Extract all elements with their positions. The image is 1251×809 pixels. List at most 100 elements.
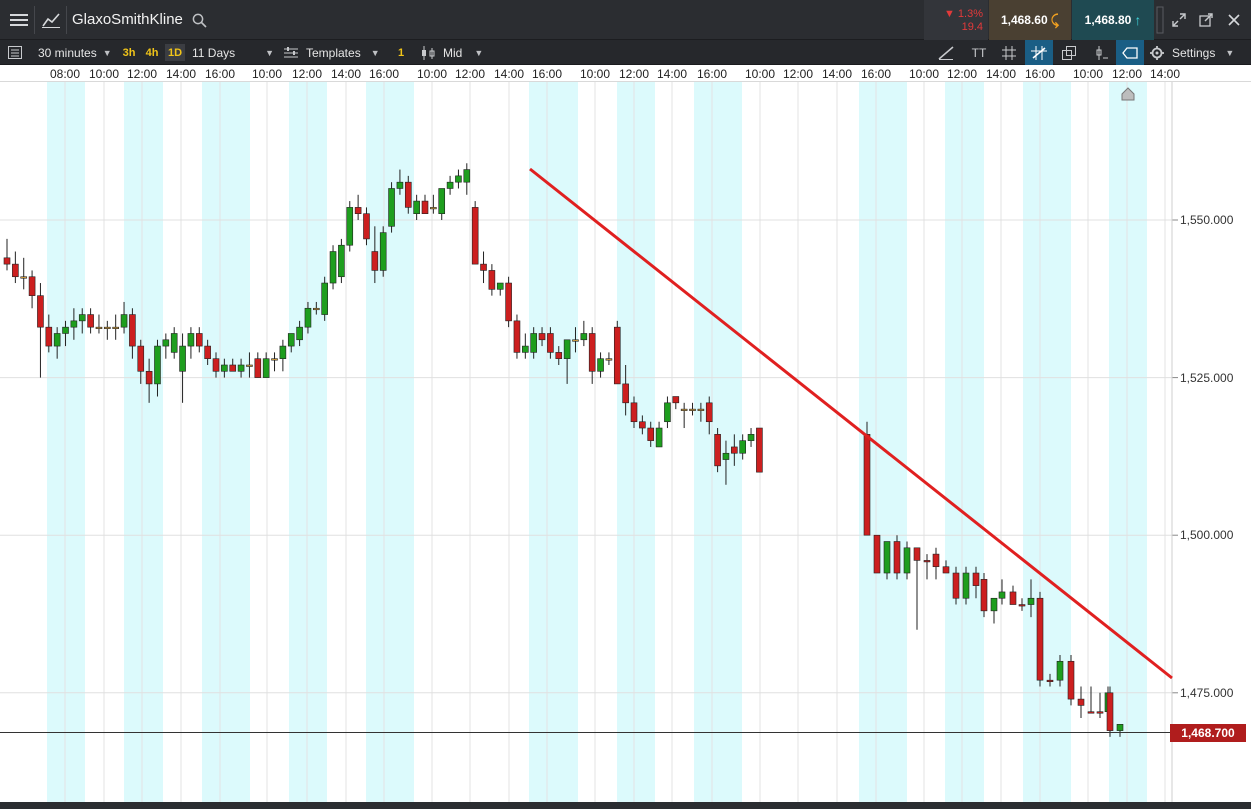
candle-body (739, 440, 746, 454)
time-axis-label: 12:00 (126, 67, 158, 81)
price-axis-label: 1,525.000 (1180, 370, 1234, 385)
candle-body (446, 181, 454, 189)
indicator-count-badge[interactable]: 1 (397, 46, 405, 59)
price-axis-label: 1,500.000 (1180, 528, 1234, 543)
time-axis-label: 14:00 (493, 67, 525, 81)
buy-button[interactable]: 1,468.80 ↑ (1072, 0, 1154, 40)
candle-body (204, 345, 211, 359)
price-change: ▼ 1.3% 19.4 (924, 0, 988, 40)
candle-body (547, 333, 554, 353)
candle-body (1116, 724, 1124, 731)
candle-body (990, 597, 998, 612)
candle-body (463, 169, 471, 183)
time-axis-label: 16:00 (860, 67, 892, 81)
interval-value: 30 minutes (38, 45, 97, 60)
range-dropdown[interactable]: 11 Days ▼ (192, 40, 274, 65)
candle-body (179, 345, 186, 372)
text-tool[interactable]: TT (965, 40, 993, 65)
candle-body (195, 333, 203, 347)
timeframe-3h[interactable]: 3h (122, 46, 136, 59)
expand-button[interactable] (1167, 0, 1191, 40)
chart-type-button[interactable] (37, 0, 65, 40)
interval-dropdown[interactable]: 30 minutes ▼ (38, 40, 112, 65)
list-view-button[interactable] (8, 40, 28, 65)
chart-area[interactable]: 1,550.000 1,525.000 1,500.000 1,475.000 1,4… (0, 82, 1251, 802)
candle-body (371, 251, 379, 271)
crosshair-icon (1031, 45, 1047, 60)
popout-button[interactable] (1194, 0, 1218, 40)
candle-body (1036, 597, 1044, 681)
caret-down-icon: ▼ (370, 47, 380, 58)
candle-body (883, 541, 891, 574)
draw-line-tool[interactable] (932, 40, 960, 65)
line-chart-icon (42, 13, 60, 28)
candle-body (363, 213, 370, 240)
candle-body (145, 370, 153, 385)
time-axis-label: 12:00 (946, 67, 978, 81)
candle-body (404, 181, 412, 208)
candle-body (942, 566, 950, 574)
candle-body (705, 402, 713, 423)
time-axis-label: 10:00 (744, 67, 776, 81)
candle-body (45, 326, 53, 347)
candle-body (221, 364, 228, 372)
indicator-tool[interactable] (1087, 40, 1115, 65)
divider (66, 6, 67, 34)
time-axis-label: 16:00 (696, 67, 728, 81)
price-type-dropdown[interactable]: Mid ▼ (421, 40, 483, 65)
candle-body (530, 333, 537, 353)
candle-body (354, 207, 362, 214)
candle-body (1087, 711, 1095, 714)
price-chart[interactable] (0, 82, 1251, 802)
expand-icon (1172, 13, 1186, 27)
divider (34, 6, 35, 34)
sell-button[interactable]: 1,468.60 ⤹ (989, 0, 1071, 40)
time-axis-label: 14:00 (330, 67, 362, 81)
crosshair-grid-toggle[interactable] (1025, 40, 1053, 65)
close-button[interactable] (1221, 0, 1247, 40)
down-arrow-icon: ⤹ (1050, 11, 1060, 28)
timeframe-4h[interactable]: 4h (145, 46, 159, 59)
instrument-title[interactable]: GlaxoSmithKline (72, 11, 183, 28)
last-price-label: 1,468.700 (1170, 723, 1246, 742)
candle-body (129, 314, 136, 347)
grid-toggle[interactable] (995, 40, 1023, 65)
panel-handle[interactable] (1154, 0, 1166, 40)
candle-body (413, 200, 420, 214)
candle-body (313, 307, 320, 311)
price-axis-label: 1,475.000 (1180, 685, 1234, 700)
candle-body (262, 358, 270, 378)
candle-body (338, 244, 345, 278)
candle-body (1106, 692, 1114, 731)
menu-button[interactable] (4, 0, 34, 40)
candle-body (1027, 597, 1035, 605)
time-axis-label: 10:00 (908, 67, 940, 81)
current-time-marker (1121, 87, 1135, 101)
price-tag-icon (1122, 46, 1138, 59)
candle-body (932, 553, 940, 568)
time-axis-label: 12:00 (1111, 67, 1143, 81)
candle-body (980, 579, 988, 612)
candle-body (329, 251, 337, 284)
candle-body (1056, 660, 1064, 681)
candle-body (588, 333, 596, 372)
price-axis-label: 1,550.000 (1180, 213, 1234, 227)
candle-body (488, 270, 496, 290)
candle-body (689, 408, 696, 411)
candle-body (655, 427, 663, 448)
tag-tool[interactable] (1116, 40, 1144, 65)
candle-body (229, 364, 237, 372)
duplicate-tool[interactable] (1055, 40, 1083, 65)
change-points: 19.4 (961, 21, 983, 33)
candle-body (28, 276, 36, 296)
chart-toolbar: 30 minutes ▼ 3h 4h 1D 11 Days ▼ Template… (0, 40, 1251, 65)
timeframe-1d[interactable]: 1D (165, 44, 185, 61)
time-axis-label: 10:00 (1072, 67, 1104, 81)
candle-body (903, 547, 911, 574)
time-axis-label: 12:00 (782, 67, 814, 81)
templates-dropdown[interactable]: Templates ▼ (284, 40, 380, 65)
candle-body (505, 282, 512, 322)
settings-dropdown[interactable]: Settings ▼ (1150, 40, 1234, 65)
instrument-search-button[interactable] (188, 0, 210, 40)
session-band (124, 82, 163, 802)
